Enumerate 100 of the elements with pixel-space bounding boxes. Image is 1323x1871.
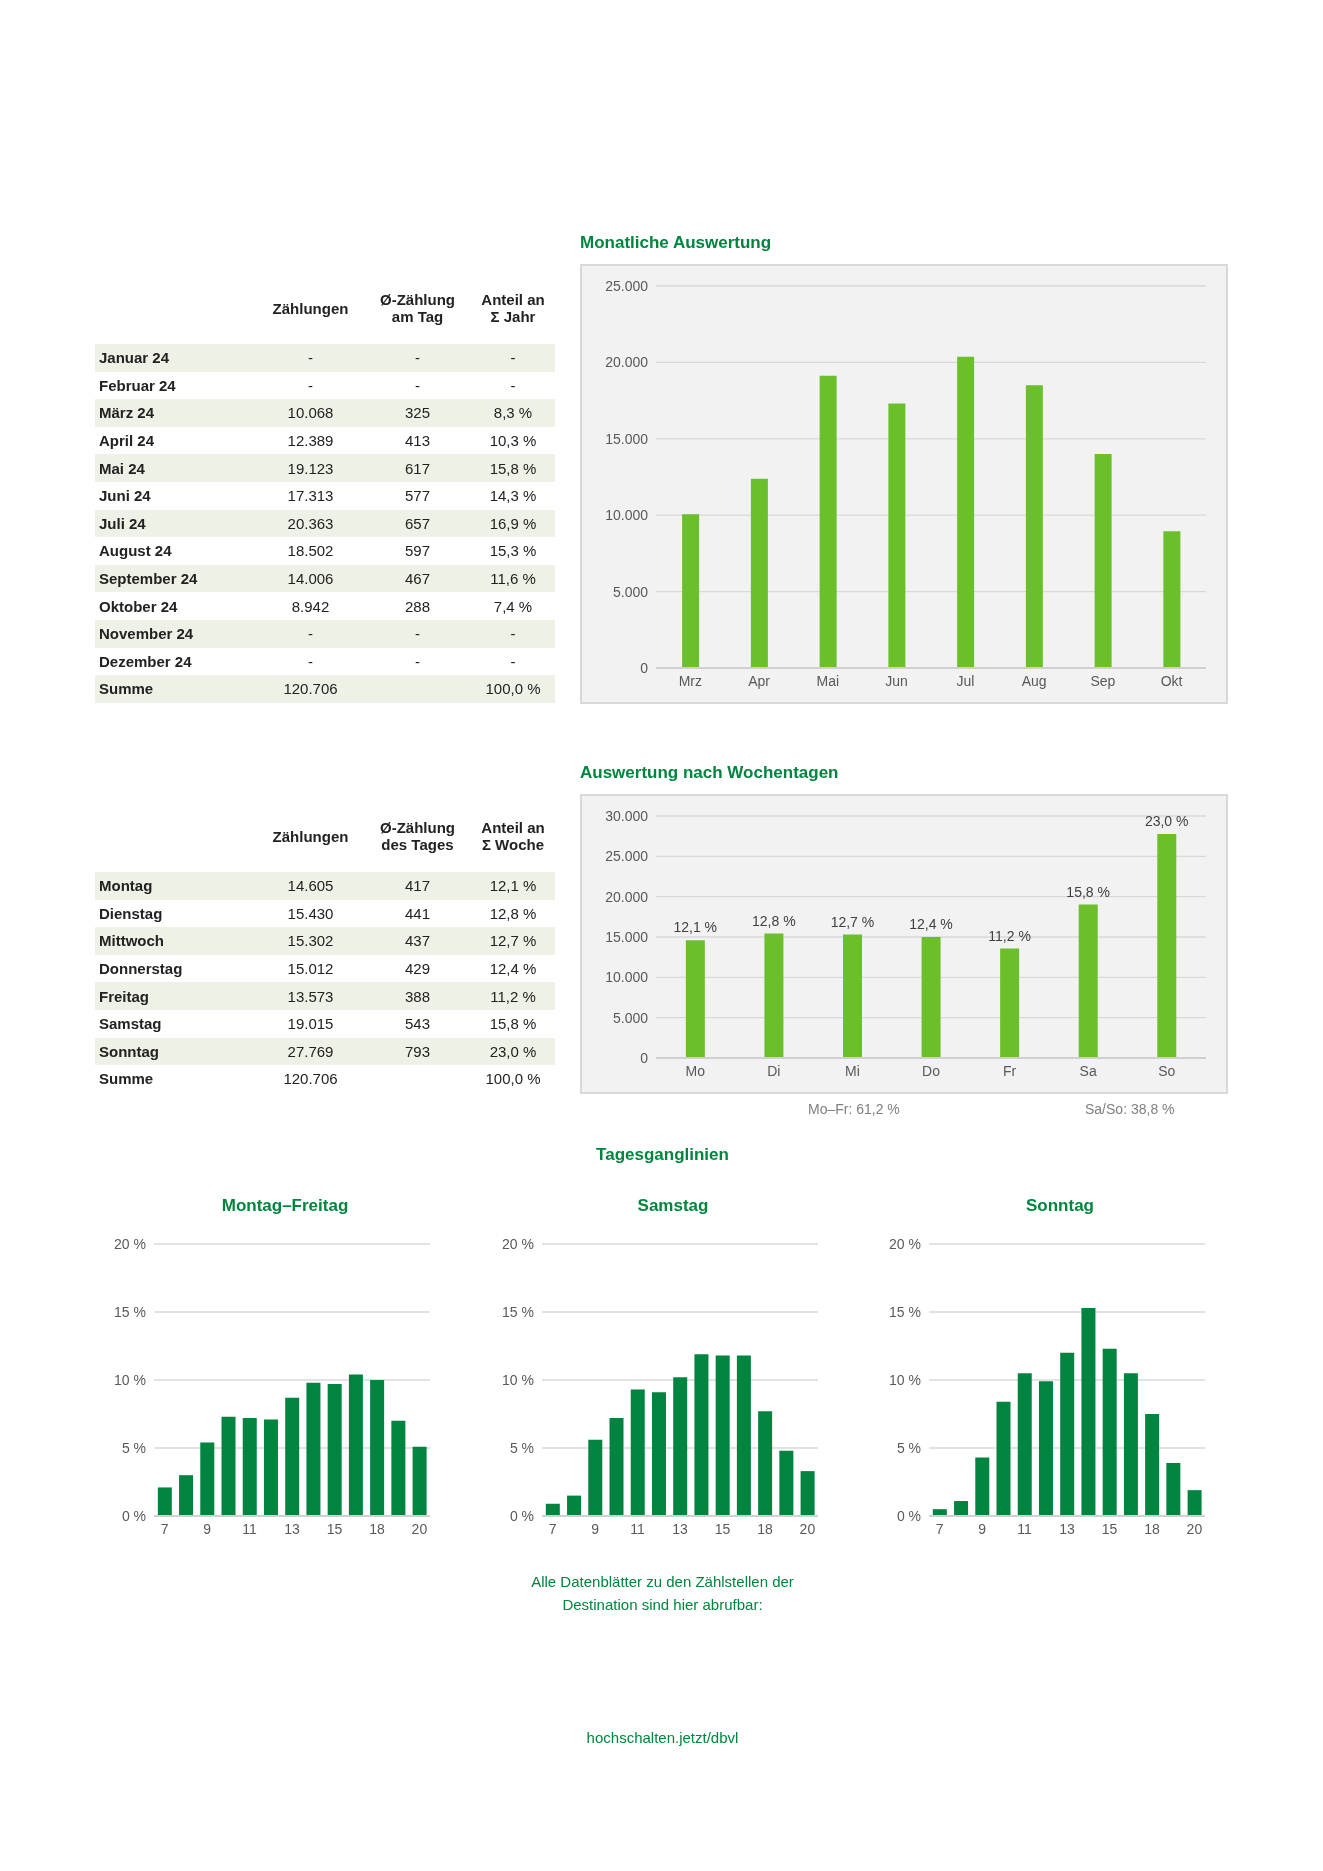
bar (800, 1471, 815, 1516)
text: 10,3 % (489, 432, 537, 450)
y-tick-label: 0 % (509, 1507, 534, 1524)
x-tick-label: 7 (160, 1520, 169, 1537)
x-tick-label: 18 (757, 1520, 773, 1537)
y-tick-label: 10.000 (605, 507, 649, 524)
bar (764, 933, 784, 1058)
bar (1187, 1490, 1202, 1516)
shaded-row: Mittwoch 15.302 437 12,7 % (95, 927, 555, 955)
category-label: Ø-Zählung am Tag (379, 290, 456, 327)
bar (1102, 1348, 1117, 1516)
x-tick-label: 20 (1186, 1520, 1203, 1537)
text: - (415, 376, 420, 394)
category-label: August 24 (99, 542, 172, 560)
annotation: 11,2 % (988, 927, 1031, 944)
bar (758, 1411, 773, 1516)
bar (200, 1442, 215, 1516)
y-tick-label: 0 % (896, 1507, 921, 1524)
x-tick-label: Mo (685, 1062, 706, 1079)
x-tick-label: Sep (1090, 672, 1116, 689)
text: - (510, 652, 516, 670)
y-tick-label: 20 % (502, 1235, 534, 1252)
x-tick-label: Di (767, 1062, 781, 1079)
bar (370, 1380, 385, 1516)
y-tick-label: 20.000 (605, 888, 649, 905)
bar (715, 1355, 730, 1516)
bar (682, 514, 700, 668)
text: 429 (404, 960, 431, 978)
category-label: Februar 24 (99, 376, 176, 394)
x-tick-label: 13 (1059, 1520, 1075, 1537)
bar (391, 1420, 406, 1516)
annotation: 12,7 % (830, 913, 875, 930)
y-tick-label: 5 % (896, 1439, 921, 1456)
y-tick-label: 20.000 (605, 354, 649, 371)
bar (1094, 453, 1112, 668)
x-tick-label: 11 (242, 1520, 258, 1537)
y-tick-label: 5 % (509, 1439, 534, 1456)
chart-title: Auswertung nach Wochentagen (580, 762, 840, 784)
category-label: Dienstag (99, 904, 163, 922)
shaded-row: Freitag 13.573 388 11,2 % (95, 982, 555, 1010)
x-tick-label: 15 (714, 1520, 731, 1537)
text: - (308, 652, 313, 670)
text: 12.389 (287, 432, 334, 450)
y-tick-label: 10 % (502, 1371, 534, 1388)
y-tick-label: 5 % (121, 1439, 146, 1456)
text: hochschalten.jetzt/dbvl (585, 1728, 740, 1748)
text: Alle Datenblätter zu den Zählstellen der Destination sind hier abrufbar: (530, 1572, 795, 1615)
shaded-row: Summe 120.706 100,0 % (95, 675, 555, 703)
category-label: Samstag (99, 1015, 162, 1033)
bar (736, 1355, 751, 1516)
x-tick-label: 15 (1101, 1520, 1118, 1537)
text: 15.430 (287, 904, 334, 922)
y-tick-label: 15 % (889, 1303, 921, 1320)
y-tick-label: 25.000 (605, 277, 649, 294)
y-tick-label: 20 % (114, 1235, 146, 1252)
y-tick-label: 0 % (121, 1507, 146, 1524)
category-label: Dezember 24 (99, 652, 192, 670)
category-label: Zählungen (271, 826, 350, 847)
bar (545, 1503, 560, 1516)
text: 413 (404, 432, 431, 450)
text: 288 (404, 597, 431, 615)
text: 441 (404, 904, 431, 922)
bar (957, 356, 975, 668)
x-tick-label: 20 (799, 1520, 816, 1537)
bar (673, 1377, 688, 1516)
y-tick-label: 0 (640, 1049, 649, 1066)
bar (327, 1384, 342, 1516)
y-tick-label: 10 % (889, 1371, 921, 1388)
bar (630, 1389, 645, 1516)
x-tick-label: Mai (816, 672, 840, 689)
text: Mo–Fr: 61,2 % (808, 1100, 900, 1119)
bar (1157, 834, 1177, 1058)
bar (1163, 531, 1181, 668)
bar (996, 1401, 1011, 1516)
bar (609, 1418, 624, 1516)
bar (921, 936, 941, 1058)
y-tick-label: 15 % (114, 1303, 146, 1320)
text: 7,4 % (493, 597, 533, 615)
text: 577 (404, 487, 431, 505)
bar (412, 1446, 427, 1516)
annotation: 12,1 % (673, 919, 718, 936)
x-tick-label: Jun (885, 672, 908, 689)
text: 17.313 (287, 487, 334, 505)
bar (263, 1419, 278, 1516)
text: 8.942 (291, 597, 330, 615)
bar (1060, 1352, 1075, 1516)
text: 597 (404, 542, 431, 560)
chart-title: Samstag (636, 1195, 710, 1217)
bar (1145, 1414, 1160, 1516)
bar (888, 403, 906, 668)
bar (1017, 1373, 1032, 1516)
text: 12,8 % (489, 904, 537, 922)
text: 15,3 % (489, 542, 537, 560)
text: - (308, 376, 313, 394)
y-tick-label: 30.000 (605, 807, 649, 824)
category-label: April 24 (99, 432, 155, 450)
x-tick-label: 7 (935, 1520, 944, 1537)
y-tick-label: 15 % (502, 1303, 534, 1320)
text: 18.502 (287, 542, 334, 560)
bar (975, 1457, 990, 1516)
